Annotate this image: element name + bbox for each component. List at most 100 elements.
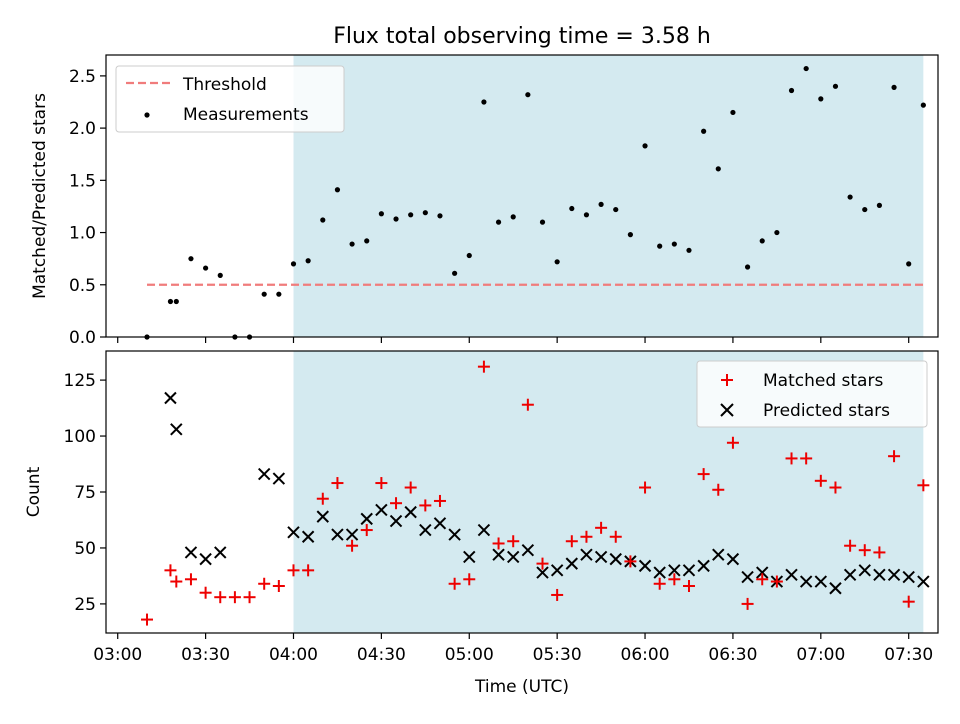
measurement-point — [334, 187, 341, 193]
x-tick-label: 05:30 — [533, 645, 582, 665]
measurement-point — [422, 210, 428, 216]
measurement-point — [466, 252, 472, 259]
measurement-point — [598, 201, 604, 207]
measurement-point — [627, 232, 633, 238]
measurement-point — [686, 247, 692, 253]
predicted-star-marker — [287, 526, 300, 539]
matched-star-marker — [214, 591, 227, 604]
predicted-star-marker — [521, 543, 535, 557]
matched-star-marker — [712, 483, 725, 496]
predicted-star-marker — [257, 467, 271, 481]
chart-title: Flux total observing time = 3.58 h — [333, 24, 711, 49]
measurement-point — [217, 272, 223, 278]
matched-star-marker — [551, 588, 564, 601]
matched-star-marker — [360, 524, 373, 537]
predicted-star-marker — [609, 552, 622, 566]
x-tick-label: 06:00 — [621, 645, 670, 665]
count-legend: Matched stars Predicted stars — [696, 360, 928, 428]
predicted-star-marker — [433, 517, 447, 530]
predicted-star-marker — [594, 550, 608, 564]
predicted-star-marker — [799, 575, 813, 588]
measurement-point — [788, 87, 795, 94]
predicted-star-marker — [272, 472, 286, 485]
matched-star-marker — [536, 557, 549, 570]
predicted-star-marker — [492, 548, 505, 561]
predicted-star-marker — [697, 559, 710, 573]
matched-star-marker — [624, 555, 637, 568]
matched-star-marker — [199, 586, 212, 599]
measurement-point — [715, 166, 721, 172]
ratio-legend-box — [115, 65, 345, 133]
measurement-point — [642, 143, 648, 149]
matched-star-marker — [492, 537, 505, 550]
predicted-star-marker — [360, 512, 373, 526]
ratio-y-tick-label: 0.0 — [69, 328, 96, 348]
measurement-point — [276, 291, 282, 297]
predicted-star-marker — [404, 505, 417, 519]
predicted-star-marker — [184, 546, 198, 559]
predicted-star-marker — [756, 566, 769, 579]
predicted-star-marker — [375, 503, 388, 517]
matched-star-marker — [726, 436, 739, 449]
matched-star-marker — [141, 613, 154, 626]
measurement-point — [393, 216, 399, 222]
measurement-point — [906, 261, 912, 267]
matched-star-marker — [756, 573, 769, 586]
measurement-point — [173, 298, 179, 305]
measurement-point — [774, 229, 780, 236]
matched-star-marker — [507, 535, 520, 548]
ratio-y-axis-label: Matched/Predicted stars — [30, 93, 50, 299]
matched-star-marker — [287, 564, 300, 577]
count-y-axis-label: Count — [24, 466, 44, 517]
ratio-y-tick-label: 2.0 — [69, 119, 96, 139]
count-y-tick-label: 125 — [64, 371, 96, 391]
matched-star-marker — [829, 481, 842, 494]
x-tick-label: 04:30 — [357, 645, 406, 665]
predicted-star-marker — [214, 546, 227, 559]
matched-star-marker — [346, 539, 359, 552]
matched-star-marker — [272, 580, 285, 592]
measurement-point — [437, 213, 443, 219]
matched-star-marker — [302, 564, 315, 577]
legend-measurements-swatch — [144, 112, 150, 118]
matched-star-marker — [580, 530, 593, 543]
matched-star-marker — [316, 492, 329, 505]
predicted-star-marker — [902, 570, 915, 584]
matched-star-marker — [331, 477, 344, 490]
matched-star-marker — [243, 591, 256, 604]
x-tick-label: 04:00 — [269, 645, 318, 665]
matched-star-marker — [917, 479, 930, 492]
predicted-star-marker — [345, 528, 359, 541]
measurement-point — [554, 259, 560, 265]
matched-star-marker — [653, 577, 666, 590]
legend-threshold-label: Threshold — [182, 75, 267, 95]
predicted-star-marker — [580, 548, 593, 561]
measurement-point — [320, 217, 326, 223]
predicted-star-marker — [419, 523, 432, 537]
matched-star-marker — [902, 595, 915, 608]
matched-star-marker — [858, 544, 871, 557]
matched-star-marker — [258, 577, 271, 590]
ratio-legend: Threshold Measurements — [115, 65, 345, 133]
x-tick-label: 07:30 — [884, 645, 933, 665]
measurement-point — [744, 264, 751, 270]
ratio-y-tick-label: 1.5 — [69, 171, 96, 191]
measurement-point — [920, 102, 926, 108]
matched-star-marker — [521, 398, 534, 411]
measurement-point — [525, 92, 531, 98]
matched-star-marker — [404, 481, 417, 494]
ratio-observing-span — [293, 55, 924, 337]
count-legend-box — [696, 360, 928, 428]
measurement-point — [613, 206, 619, 213]
predicted-star-marker — [873, 568, 886, 582]
predicted-star-marker — [536, 566, 549, 579]
measurement-point — [657, 243, 663, 249]
measurement-point — [730, 109, 736, 116]
matched-star-marker — [785, 452, 798, 465]
measurement-point — [818, 96, 824, 102]
predicted-star-marker — [829, 582, 842, 595]
matched-star-marker — [419, 499, 432, 512]
measurement-point — [876, 202, 883, 208]
predicted-star-marker — [331, 528, 344, 541]
matched-star-marker — [682, 580, 695, 592]
